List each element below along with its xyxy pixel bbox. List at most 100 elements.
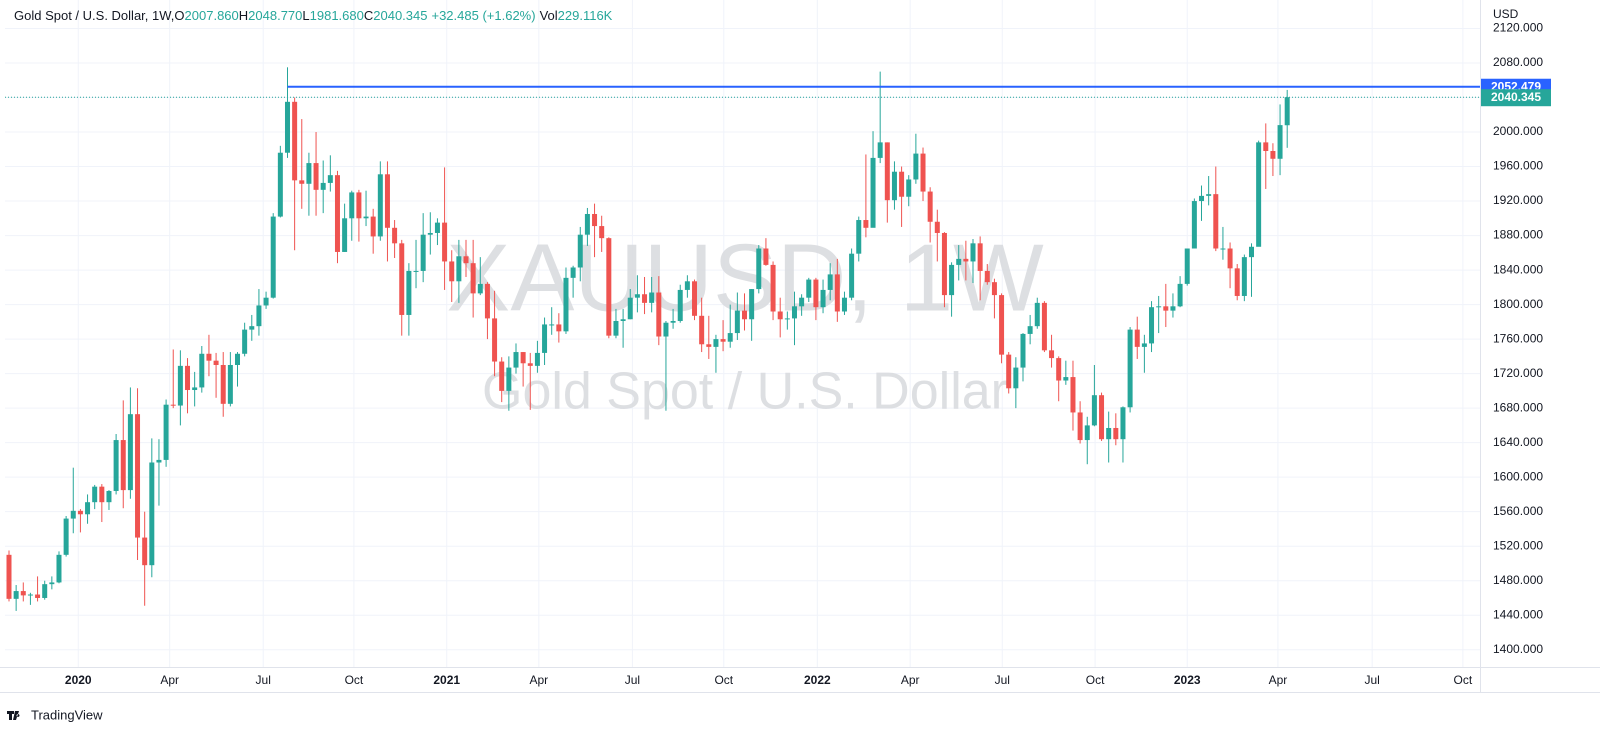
candle-body <box>270 216 276 298</box>
candle-body <box>142 537 148 566</box>
candle-body <box>149 462 155 566</box>
candle-body <box>1091 395 1097 426</box>
candle-body <box>284 101 290 153</box>
ohlc-key: L <box>302 8 309 23</box>
candle-body <box>356 192 362 219</box>
candle-body <box>577 234 583 268</box>
candle-body <box>891 171 897 201</box>
candle-body <box>799 297 805 307</box>
title: Gold Spot / U.S. Dollar, 1W, <box>14 8 174 23</box>
candle-body <box>563 277 569 332</box>
candle-body <box>1149 307 1155 344</box>
candle-body <box>306 163 312 184</box>
x-tick-label: Jul <box>625 673 640 687</box>
candle-body <box>299 180 305 184</box>
watermark-description: Gold Spot / U.S. Dollar <box>482 363 1008 421</box>
candle-body <box>670 320 676 323</box>
candle-body <box>206 353 212 361</box>
candle-body <box>934 221 940 233</box>
candle-body <box>106 490 112 503</box>
candle-body <box>899 171 905 197</box>
candle-body <box>513 352 519 368</box>
candle-body <box>349 192 355 219</box>
candle-body <box>1256 142 1262 247</box>
y-tick-label: 1720.000 <box>1493 366 1543 380</box>
candle-body <box>1241 257 1247 296</box>
candle-body <box>384 174 390 228</box>
y-tick-label: 1960.000 <box>1493 159 1543 173</box>
candle-body <box>1120 407 1126 440</box>
candle-body <box>1227 248 1233 269</box>
x-tick-label: Jul <box>995 673 1010 687</box>
candle-body <box>849 253 855 298</box>
candle-body <box>1134 329 1140 347</box>
candle-body <box>763 248 769 265</box>
candle-body <box>756 248 762 290</box>
candle-body <box>791 306 797 319</box>
candle-body <box>963 258 969 262</box>
candle-body <box>884 142 890 201</box>
y-tick-label: 1560.000 <box>1493 504 1543 518</box>
candle-body <box>527 363 533 366</box>
ohlc-key: O <box>174 8 184 23</box>
y-tick-label: 2000.000 <box>1493 124 1543 138</box>
candle-body <box>870 157 876 228</box>
candle-body <box>392 227 398 244</box>
candle-body <box>377 174 383 237</box>
candle-body <box>1248 246 1254 258</box>
candle-body <box>1263 142 1269 152</box>
y-tick-label: 1480.000 <box>1493 573 1543 587</box>
candle-body <box>534 352 540 366</box>
candle-body <box>1191 201 1197 249</box>
candle-body <box>699 315 705 345</box>
candle-body <box>570 267 576 278</box>
candle-body <box>599 226 605 239</box>
candle-body <box>1184 248 1190 284</box>
x-tick-label: Apr <box>530 673 549 687</box>
candle-body <box>1234 268 1240 296</box>
candle-body <box>941 232 947 296</box>
candle-body <box>334 175 340 252</box>
candle-body <box>1127 329 1133 408</box>
candle-body <box>420 234 426 271</box>
candle-body <box>292 101 298 181</box>
candle-body <box>370 216 376 237</box>
y-tick-label: 1520.000 <box>1493 538 1543 552</box>
candle-body <box>656 292 662 337</box>
candle-body <box>113 440 119 491</box>
candle-body <box>906 179 912 197</box>
ohlc-value: 1981.680 <box>310 8 364 23</box>
candle-body <box>734 310 740 334</box>
candle-body <box>1027 326 1033 334</box>
candle-body <box>977 243 983 271</box>
candle-body <box>770 264 776 312</box>
candle-body <box>1084 425 1090 441</box>
candle-body <box>1006 354 1012 389</box>
candle-body <box>613 320 619 336</box>
candle-body <box>970 243 976 262</box>
candle-body <box>584 213 590 235</box>
candle-body <box>749 289 755 320</box>
candle-body <box>363 216 369 219</box>
candle-body <box>742 310 747 320</box>
candle-body <box>1206 194 1212 196</box>
y-tick-label: 1760.000 <box>1493 331 1543 345</box>
candle-body <box>470 263 476 294</box>
candle-body <box>1056 358 1062 381</box>
y-tick-label: 1640.000 <box>1493 435 1543 449</box>
candle-body <box>620 319 626 321</box>
candle-body <box>813 279 819 308</box>
candle-body <box>556 324 562 332</box>
candle-body <box>242 329 248 354</box>
x-tick-label: 2020 <box>65 673 92 687</box>
candle-body <box>442 222 448 262</box>
logo-text: TradingView <box>31 707 103 722</box>
ohlc-value: 2040.345 <box>373 8 427 23</box>
candle-body <box>506 367 512 391</box>
candle-body <box>806 279 812 298</box>
candle-body <box>427 232 433 235</box>
y-tick-label: 1400.000 <box>1493 642 1543 656</box>
candle-body <box>1034 302 1040 327</box>
candle-body <box>606 238 612 336</box>
